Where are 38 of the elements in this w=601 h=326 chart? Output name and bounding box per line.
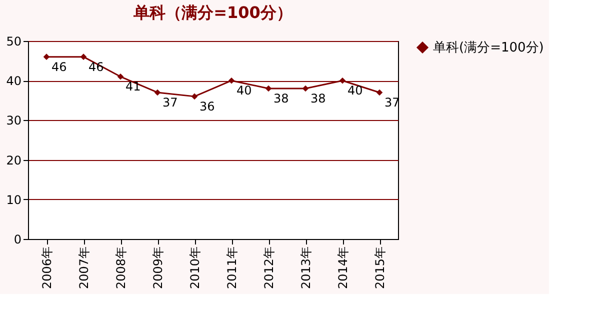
y-tick-label: 0 (14, 232, 22, 246)
point (117, 73, 124, 80)
x-tick-label: 2009年 (151, 246, 165, 290)
data-label: 41 (126, 80, 141, 94)
chart-title: 单科（满分=100分） (132, 3, 292, 22)
x-tick-label: 2012年 (262, 246, 276, 290)
y-tick-label: 10 (6, 192, 22, 207)
point (228, 77, 235, 84)
data-label: 38 (274, 92, 289, 106)
x-tick-label: 2010年 (188, 246, 202, 290)
x-tick-label: 2008年 (114, 246, 128, 290)
data-label: 40 (348, 84, 363, 98)
x-tick-label: 2006年 (40, 246, 54, 290)
data-label: 46 (52, 60, 67, 74)
point (302, 85, 309, 92)
x-tick-label: 2015年 (373, 246, 387, 290)
y-tick-label: 20 (6, 153, 22, 168)
point (43, 54, 50, 60)
data-label: 46 (88, 60, 104, 74)
data-label: 37 (384, 95, 400, 110)
y-tick-label: 40 (6, 74, 22, 88)
x-tick-label: 2007年 (77, 246, 91, 290)
point (339, 77, 346, 84)
data-label: 36 (200, 99, 215, 114)
point (80, 54, 87, 60)
point (265, 85, 272, 92)
point (191, 93, 198, 100)
x-tick-label: 2011年 (225, 246, 239, 290)
x-tick-label: 2014年 (336, 246, 350, 290)
legend-label: 单科(满分=100分) (433, 40, 544, 56)
point (154, 89, 161, 96)
point (376, 89, 383, 96)
y-tick-label: 50 (6, 34, 22, 48)
data-label: 37 (162, 95, 178, 110)
y-tick-label: 30 (6, 114, 22, 128)
data-label: 40 (236, 84, 252, 98)
data-label: 38 (310, 92, 326, 106)
x-tick-label: 2013年 (299, 246, 313, 290)
